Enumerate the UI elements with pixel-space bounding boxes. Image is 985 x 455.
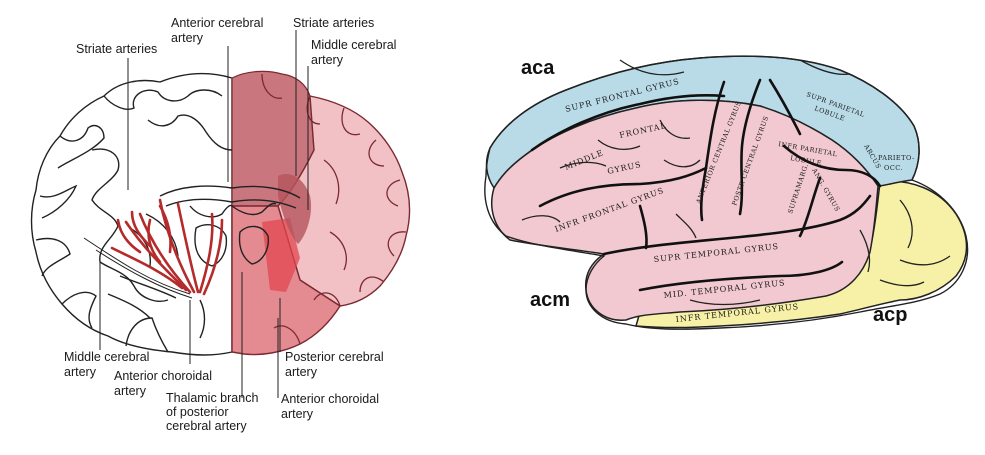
label-striate-arteries-right: Striate arteries — [293, 16, 374, 30]
lateral-ventricle-left — [189, 204, 233, 218]
label-thalamic-branch-3: cerebral artery — [166, 419, 247, 433]
label-thalamic-branch-2: of posterior — [166, 405, 229, 419]
label-middle-cerebral-right-1: Middle cerebral — [311, 38, 396, 52]
label-anterior-choroidal-left-1: Anterior choroidal — [114, 369, 212, 383]
mca-territory-lateral — [490, 99, 879, 321]
label-posterior-cerebral-2: artery — [285, 365, 318, 379]
territory-label-acm: acm — [530, 289, 570, 311]
left-hemisphere-outline — [30, 73, 233, 356]
label-middle-cerebral-left-2: artery — [64, 365, 97, 379]
label-posterior-cerebral-1: Posterior cerebral — [285, 350, 384, 364]
left-gyri-outer — [35, 89, 223, 353]
minor-sulci — [521, 59, 951, 306]
internal-capsule-region — [262, 218, 300, 292]
label-anterior-cerebral-2: artery — [171, 31, 204, 45]
mca-trunk — [83, 237, 193, 299]
lateral-brain-outline — [484, 55, 969, 330]
coronal-section — [30, 70, 411, 356]
territory-label-acp: acp — [873, 304, 907, 326]
label-middle-cerebral-left-1: Middle cerebral — [64, 350, 149, 364]
label-parieto-occ-1: PARIETO- — [878, 154, 915, 162]
lateral-ventricle-right — [231, 202, 277, 216]
label-parieto-occ-2: OCC. — [884, 164, 903, 172]
label-thalamic-branch-1: Thalamic branch — [166, 391, 258, 405]
label-anterior-choroidal-right-1: Anterior choroidal — [281, 392, 379, 406]
temporal-lobe-left — [107, 293, 206, 339]
label-anterior-choroidal-right-2: artery — [281, 407, 314, 421]
label-anterior-cerebral-1: Anterior cerebral — [171, 16, 263, 30]
lateral-brain: SUPR FRONTAL GYRUS MIDDLE FRONTAL GYRUS … — [484, 55, 969, 330]
territory-label-aca: aca — [521, 57, 555, 79]
striate-arteries — [110, 198, 224, 296]
corpus-callosum — [159, 185, 301, 209]
sulci — [530, 78, 882, 292]
left-labels: Striate arteries Anterior cerebral arter… — [64, 16, 396, 433]
left-leader-lines — [99, 30, 309, 398]
label-anterior-choroidal-left-2: artery — [114, 384, 147, 398]
label-middle-cerebral-right-2: artery — [311, 53, 344, 67]
label-striate-arteries-left: Striate arteries — [76, 42, 157, 56]
